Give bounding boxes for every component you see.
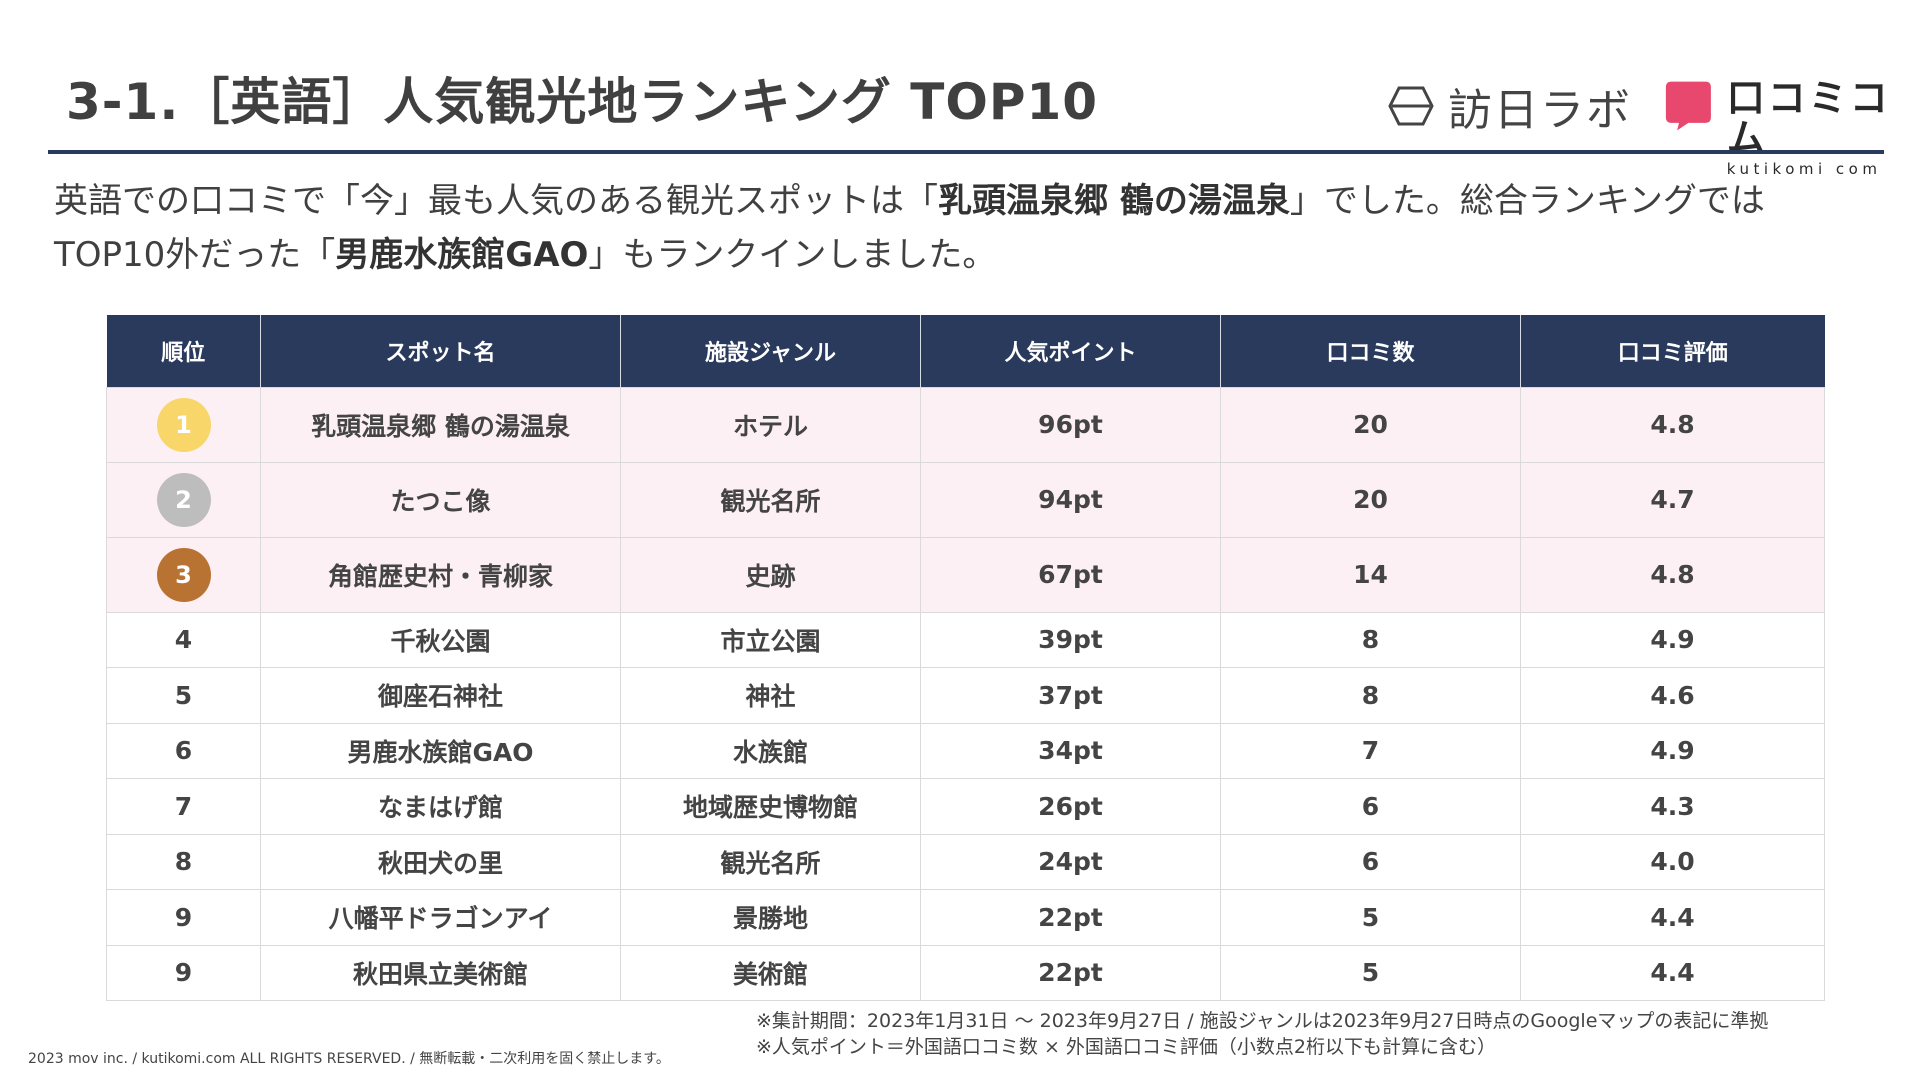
- points-cell: 37pt: [920, 667, 1221, 724]
- points-cell: 39pt: [920, 611, 1221, 668]
- count-cell: 20: [1220, 461, 1521, 538]
- gold-medal-icon: 1: [156, 397, 211, 452]
- count-cell: 20: [1220, 386, 1521, 463]
- points-cell: 67pt: [920, 536, 1221, 613]
- table-row: 9 秋田県立美術館 美術館 22pt 5 4.4: [106, 944, 1825, 1001]
- genre-cell: 神社: [620, 667, 921, 724]
- header-count: 口コミ数: [1220, 315, 1521, 387]
- rank-cell: 9: [106, 944, 261, 1001]
- points-cell: 26pt: [920, 778, 1221, 835]
- intro-line-2: TOP10外だった「男鹿水族館GAO」もランクインしました。: [54, 235, 997, 275]
- header-spot: スポット名: [260, 315, 621, 387]
- page-title: 3-1.［英語］人気観光地ランキング TOP10: [66, 73, 1099, 131]
- table-row: 1 乳頭温泉郷 鶴の湯温泉 ホテル 96pt 20 4.8: [106, 386, 1825, 463]
- count-cell: 6: [1220, 778, 1521, 835]
- header-rank: 順位: [106, 315, 261, 387]
- points-cell: 34pt: [920, 722, 1221, 779]
- count-cell: 7: [1220, 722, 1521, 779]
- kuchikomi-logo-jp: 口コミコム: [1726, 76, 1891, 160]
- copyright-text: 2023 mov inc. / kutikomi.com ALL RIGHTS …: [28, 1051, 670, 1067]
- rating-cell: 4.4: [1520, 889, 1825, 946]
- genre-cell: 水族館: [620, 722, 921, 779]
- title-divider: [48, 150, 1884, 154]
- spot-cell: なまはげ館: [260, 778, 621, 835]
- genre-cell: 史跡: [620, 536, 921, 613]
- hexagon-logo-icon: [1388, 86, 1434, 126]
- table-row: 7 なまはげ館 地域歴史博物館 26pt 6 4.3: [106, 778, 1825, 835]
- rank-cell: 6: [106, 722, 261, 779]
- spot-cell: 秋田犬の里: [260, 833, 621, 890]
- ranking-table: 順位 スポット名 施設ジャンル 人気ポイント 口コミ数 口コミ評価 1 乳頭温泉…: [106, 315, 1825, 1001]
- bronze-medal-icon: 3: [156, 547, 211, 602]
- silver-medal-icon: 2: [156, 472, 211, 527]
- genre-cell: 地域歴史博物館: [620, 778, 921, 835]
- count-cell: 8: [1220, 611, 1521, 668]
- genre-cell: ホテル: [620, 386, 921, 463]
- spot-cell: 御座石神社: [260, 667, 621, 724]
- rank-cell: 7: [106, 778, 261, 835]
- rank-cell: 5: [106, 667, 261, 724]
- table-row: 8 秋田犬の里 観光名所 24pt 6 4.0: [106, 833, 1825, 890]
- points-cell: 94pt: [920, 461, 1221, 538]
- highlight-spot-2: 男鹿水族館GAO: [335, 235, 589, 275]
- count-cell: 5: [1220, 944, 1521, 1001]
- genre-cell: 市立公園: [620, 611, 921, 668]
- header-genre: 施設ジャンル: [620, 315, 921, 387]
- spot-cell: たつこ像: [260, 461, 621, 538]
- table-row: 3 角館歴史村・青柳家 史跡 67pt 14 4.8: [106, 536, 1825, 613]
- spot-cell: 乳頭温泉郷 鶴の湯温泉: [260, 386, 621, 463]
- points-cell: 22pt: [920, 944, 1221, 1001]
- header-points: 人気ポイント: [920, 315, 1221, 387]
- rank-cell: 3: [106, 536, 261, 613]
- spot-cell: 男鹿水族館GAO: [260, 722, 621, 779]
- table-header-row: 順位 スポット名 施設ジャンル 人気ポイント 口コミ数 口コミ評価: [106, 315, 1825, 387]
- genre-cell: 観光名所: [620, 833, 921, 890]
- intro-line-1: 英語での口コミで「今」最も人気のある観光スポットは「乳頭温泉郷 鶴の湯温泉」でし…: [54, 181, 1765, 221]
- table-row: 2 たつこ像 観光名所 94pt 20 4.7: [106, 461, 1825, 538]
- spot-cell: 八幡平ドラゴンアイ: [260, 889, 621, 946]
- count-cell: 14: [1220, 536, 1521, 613]
- points-cell: 24pt: [920, 833, 1221, 890]
- count-cell: 8: [1220, 667, 1521, 724]
- kuchikomi-com-logo: 口コミコム kutikomi com: [1664, 78, 1919, 178]
- rank-cell: 2: [106, 461, 261, 538]
- footnotes: ※集計期間：2023年1月31日 〜 2023年9月27日 / 施設ジャンルは2…: [756, 1008, 1768, 1060]
- speech-bubble-logo-icon: [1665, 81, 1711, 131]
- spot-cell: 千秋公園: [260, 611, 621, 668]
- rating-cell: 4.8: [1520, 386, 1825, 463]
- rating-cell: 4.3: [1520, 778, 1825, 835]
- table-row: 6 男鹿水族館GAO 水族館 34pt 7 4.9: [106, 722, 1825, 779]
- footnote-period: ※集計期間：2023年1月31日 〜 2023年9月27日 / 施設ジャンルは2…: [756, 1010, 1769, 1032]
- highlight-spot-1: 乳頭温泉郷 鶴の湯温泉: [938, 181, 1290, 221]
- rating-cell: 4.6: [1520, 667, 1825, 724]
- intro-text: 英語での口コミで「今」最も人気のある観光スポットは「乳頭温泉郷 鶴の湯温泉」でし…: [54, 174, 1884, 282]
- genre-cell: 景勝地: [620, 889, 921, 946]
- rank-cell: 4: [106, 611, 261, 668]
- table-row: 9 八幡平ドラゴンアイ 景勝地 22pt 5 4.4: [106, 889, 1825, 946]
- rating-cell: 4.9: [1520, 611, 1825, 668]
- rating-cell: 4.9: [1520, 722, 1825, 779]
- spot-cell: 秋田県立美術館: [260, 944, 621, 1001]
- footnote-points: ※人気ポイント＝外国語口コミ数 × 外国語口コミ評価（小数点2桁以下も計算に含む…: [756, 1036, 1497, 1058]
- genre-cell: 美術館: [620, 944, 921, 1001]
- count-cell: 5: [1220, 889, 1521, 946]
- table-row: 4 千秋公園 市立公園 39pt 8 4.9: [106, 611, 1825, 668]
- rating-cell: 4.7: [1520, 461, 1825, 538]
- houjitsu-lab-logo: 訪日ラボ: [1388, 78, 1632, 136]
- houjitsu-lab-logo-text: 訪日ラボ: [1448, 85, 1632, 136]
- header-rating: 口コミ評価: [1520, 315, 1825, 387]
- points-cell: 96pt: [920, 386, 1221, 463]
- points-cell: 22pt: [920, 889, 1221, 946]
- rating-cell: 4.4: [1520, 944, 1825, 1001]
- spot-cell: 角館歴史村・青柳家: [260, 536, 621, 613]
- rank-cell: 8: [106, 833, 261, 890]
- rating-cell: 4.8: [1520, 536, 1825, 613]
- rating-cell: 4.0: [1520, 833, 1825, 890]
- genre-cell: 観光名所: [620, 461, 921, 538]
- rank-cell: 1: [106, 386, 261, 463]
- count-cell: 6: [1220, 833, 1521, 890]
- table-row: 5 御座石神社 神社 37pt 8 4.6: [106, 667, 1825, 724]
- rank-cell: 9: [106, 889, 261, 946]
- kuchikomi-logo-en: kutikomi com: [1726, 160, 1882, 178]
